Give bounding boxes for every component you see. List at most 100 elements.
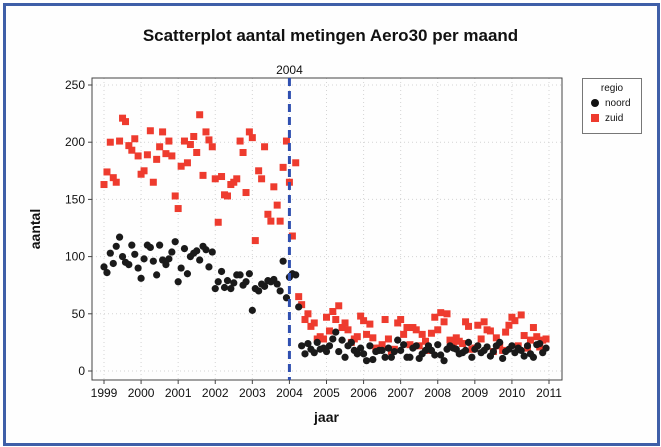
square-marker-icon bbox=[591, 114, 599, 123]
point-zuid bbox=[186, 140, 194, 148]
point-zuid bbox=[304, 310, 312, 318]
point-noord bbox=[461, 346, 470, 355]
point-noord bbox=[338, 336, 346, 344]
point-zuid bbox=[261, 143, 269, 151]
point-noord bbox=[125, 261, 133, 269]
point-zuid bbox=[381, 316, 389, 324]
point-zuid bbox=[366, 320, 374, 328]
point-zuid bbox=[480, 318, 488, 326]
point-noord bbox=[387, 353, 395, 361]
point-noord bbox=[295, 303, 303, 311]
point-zuid bbox=[199, 171, 207, 179]
point-zuid bbox=[103, 168, 111, 176]
point-noord bbox=[273, 280, 281, 288]
x-tick-label: 2008 bbox=[424, 386, 451, 400]
point-zuid bbox=[282, 137, 290, 145]
point-noord bbox=[220, 283, 229, 292]
point-zuid bbox=[369, 334, 377, 342]
point-noord bbox=[366, 342, 374, 350]
point-zuid bbox=[264, 210, 272, 218]
point-zuid bbox=[236, 137, 244, 145]
point-noord bbox=[489, 347, 497, 356]
circle-marker-icon bbox=[591, 99, 599, 108]
point-noord bbox=[112, 242, 120, 250]
point-zuid bbox=[177, 162, 185, 170]
point-zuid bbox=[202, 128, 210, 136]
point-zuid bbox=[427, 329, 435, 337]
point-zuid bbox=[301, 316, 309, 324]
point-noord bbox=[536, 339, 544, 348]
legend: regio noord zuid bbox=[582, 78, 642, 134]
point-noord bbox=[208, 248, 216, 256]
point-noord bbox=[400, 341, 408, 349]
point-noord bbox=[434, 341, 442, 349]
point-noord bbox=[100, 263, 108, 271]
point-zuid bbox=[255, 167, 263, 175]
point-zuid bbox=[477, 335, 485, 343]
point-noord bbox=[310, 349, 318, 357]
point-zuid bbox=[242, 189, 250, 197]
point-zuid bbox=[292, 159, 300, 167]
point-zuid bbox=[180, 137, 188, 145]
point-zuid bbox=[106, 138, 114, 146]
point-noord bbox=[118, 253, 127, 261]
point-noord bbox=[180, 244, 189, 253]
point-zuid bbox=[125, 142, 133, 150]
point-zuid bbox=[239, 148, 247, 156]
point-zuid bbox=[214, 218, 222, 226]
point-zuid bbox=[329, 308, 337, 316]
point-noord bbox=[217, 267, 226, 276]
x-axis-label: jaar bbox=[313, 409, 339, 425]
point-zuid bbox=[533, 333, 541, 341]
point-zuid bbox=[109, 174, 117, 182]
point-noord bbox=[236, 271, 244, 279]
point-zuid bbox=[112, 178, 120, 186]
point-noord bbox=[468, 353, 476, 361]
point-zuid bbox=[245, 128, 253, 136]
point-noord bbox=[529, 353, 538, 361]
point-zuid bbox=[320, 335, 328, 343]
y-tick-label: 200 bbox=[65, 135, 85, 149]
point-noord bbox=[332, 328, 340, 336]
point-zuid bbox=[418, 330, 426, 338]
point-zuid bbox=[162, 150, 170, 158]
point-noord bbox=[183, 270, 192, 278]
point-zuid bbox=[363, 330, 371, 338]
point-zuid bbox=[153, 155, 161, 163]
point-noord bbox=[109, 259, 117, 268]
x-tick-label: 2000 bbox=[128, 386, 155, 400]
point-noord bbox=[103, 269, 111, 277]
point-noord bbox=[230, 279, 238, 287]
point-zuid bbox=[211, 175, 219, 183]
point-zuid bbox=[325, 327, 333, 335]
point-zuid bbox=[520, 332, 528, 340]
point-zuid bbox=[511, 317, 519, 325]
point-noord bbox=[483, 343, 491, 351]
point-zuid bbox=[279, 163, 287, 171]
point-noord bbox=[245, 270, 253, 278]
y-tick-label: 100 bbox=[65, 250, 85, 264]
point-zuid bbox=[143, 151, 151, 159]
point-noord bbox=[298, 342, 306, 350]
point-zuid bbox=[400, 330, 408, 338]
point-zuid bbox=[131, 135, 139, 143]
point-noord bbox=[474, 342, 482, 350]
point-noord bbox=[322, 347, 331, 356]
point-noord bbox=[134, 264, 142, 272]
point-noord bbox=[353, 350, 361, 358]
point-noord bbox=[137, 274, 145, 282]
point-noord bbox=[341, 353, 349, 361]
point-noord bbox=[464, 338, 473, 346]
point-zuid bbox=[344, 326, 352, 334]
point-zuid bbox=[128, 146, 136, 154]
data-points bbox=[100, 111, 550, 365]
x-tick-label: 2006 bbox=[350, 386, 377, 400]
point-noord bbox=[168, 248, 176, 256]
point-zuid bbox=[159, 128, 167, 136]
point-zuid bbox=[323, 313, 330, 321]
y-tick-label: 150 bbox=[65, 192, 85, 206]
point-zuid bbox=[149, 178, 157, 186]
point-zuid bbox=[332, 316, 340, 324]
point-noord bbox=[214, 278, 222, 286]
x-tick-label: 1999 bbox=[91, 386, 118, 400]
